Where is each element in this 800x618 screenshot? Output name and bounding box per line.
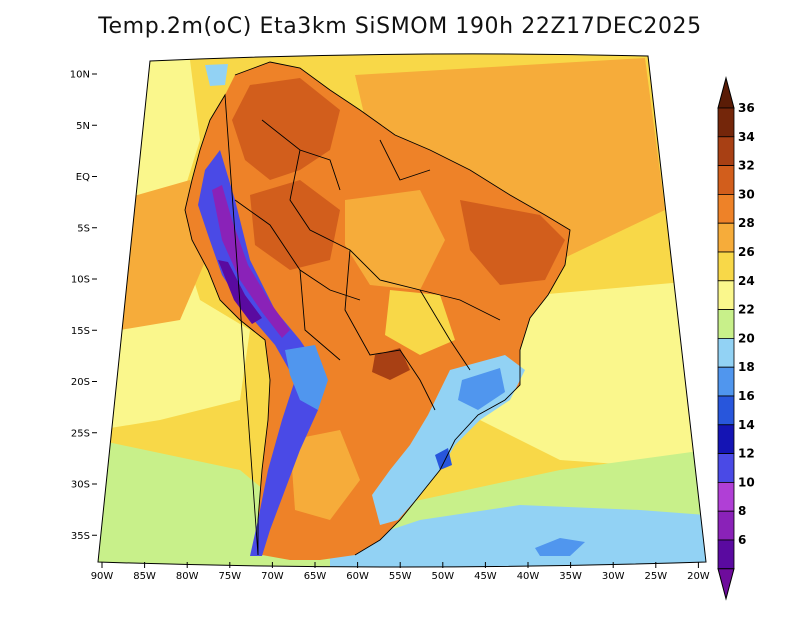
colorbar-swatch [717, 309, 735, 339]
lat-tick-label: 20S [71, 377, 90, 388]
lon-tick-label: 85W [133, 571, 156, 582]
lon-tick-label: 55W [389, 571, 412, 582]
colorbar-label: 18 [738, 360, 755, 374]
lon-tick-label: 40W [517, 571, 540, 582]
colorbar-swatch [717, 481, 735, 512]
lat-tick-label: 35S [71, 531, 90, 542]
map-frame [97, 53, 707, 568]
southern-cold-core [535, 538, 585, 556]
colorbar-swatch [717, 165, 735, 195]
colorbar-label: 16 [738, 389, 755, 403]
colorbar-label: 8 [738, 504, 746, 518]
colorbar-swatch [717, 280, 735, 310]
lat-tick-label: 10N [70, 70, 90, 81]
land-mild-patch [345, 190, 445, 290]
lon-tick-label: 75W [218, 571, 241, 582]
country-boundaries [184, 61, 571, 556]
colorbar: 6 8 10 12 14 16 18 20 22 24 26 28 30 32 34 36 [717, 76, 755, 601]
lat-tick-label: 25S [71, 428, 90, 439]
colorbar-label: 26 [738, 245, 755, 259]
colorbar-over-arrow [717, 76, 735, 109]
lon-tick-label: 80W [176, 571, 199, 582]
colorbar-swatch [717, 337, 735, 368]
colorbar-swatch [717, 136, 735, 167]
andes-cold-core-2 [218, 260, 262, 324]
temperature-field [98, 53, 706, 568]
colorbar-swatch [717, 366, 735, 397]
colorbar-swatch [717, 395, 735, 426]
andes-cold-core [212, 185, 290, 338]
lat-tick-label: EQ [76, 172, 90, 183]
colorbar-swatch [717, 222, 735, 253]
land-hot-core-3 [460, 200, 565, 285]
lat-tick-label: 10S [71, 275, 90, 286]
lon-tick-label: 70W [261, 571, 284, 582]
lon-tick-label: 35W [559, 571, 582, 582]
colorbar-label: 28 [738, 216, 755, 230]
colorbar-swatch [717, 193, 735, 224]
colorbar-under-arrow [717, 568, 735, 601]
caribbean-cool-patch [205, 64, 228, 86]
colorbar-label: 30 [738, 187, 755, 201]
map-title: Temp.2m(oC) Eta3km SiSMOM 190h 22Z17DEC2… [98, 14, 702, 39]
lat-tick-label: 15S [71, 326, 90, 337]
colorbar-label: 36 [738, 101, 755, 115]
pacific-orange-band [110, 180, 210, 330]
colorbar-label: 14 [738, 418, 755, 432]
colorbar-swatch [717, 453, 735, 483]
lon-tick-label: 20W [687, 571, 710, 582]
colorbar-label: 34 [738, 130, 755, 144]
longitude-axis: 90W 85W 80W 75W 70W 65W 60W 55W 50W 45W 40W 35W 30W 2… [91, 562, 710, 582]
colorbar-swatch [717, 107, 735, 138]
colorbar-label: 10 [738, 475, 755, 489]
lon-tick-label: 25W [644, 571, 667, 582]
altiplano-cool-band [285, 345, 328, 410]
colorbar-label: 32 [738, 159, 755, 173]
colorbar-label: 20 [738, 331, 755, 345]
colorbar-swatch [717, 510, 735, 541]
lon-tick-label: 30W [602, 571, 625, 582]
colorbar-swatch [717, 539, 735, 570]
lon-tick-label: 65W [304, 571, 327, 582]
atlantic-warm-band [480, 280, 706, 470]
lon-tick-label: 60W [346, 571, 369, 582]
southeast-cold-core [458, 368, 505, 410]
colorbar-label: 6 [738, 533, 746, 547]
lon-tick-label: 45W [474, 571, 497, 582]
land-mild-patch-2 [385, 290, 455, 355]
colorbar-label: 24 [738, 274, 755, 288]
land-mild-patch-3 [290, 430, 360, 520]
latitude-axis: 10N 5N EQ 5S 10S 15S 20S 25S 30S 35S [70, 70, 97, 542]
colorbar-swatch [717, 251, 735, 282]
colorbar-label: 12 [738, 447, 755, 461]
lon-tick-label: 90W [91, 571, 114, 582]
colorbar-swatch [717, 424, 735, 454]
lat-tick-label: 5N [76, 121, 90, 132]
land-hot-core-2 [250, 180, 340, 270]
lat-tick-label: 5S [77, 223, 90, 234]
colorbar-label: 22 [738, 303, 755, 317]
lon-tick-label: 50W [431, 571, 454, 582]
lat-tick-label: 30S [71, 480, 90, 491]
southern-cold-band [330, 505, 706, 568]
land-hot-core-4 [372, 348, 410, 380]
